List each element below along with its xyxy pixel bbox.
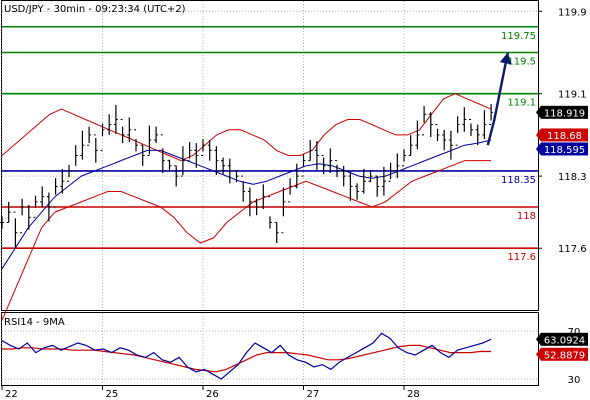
x-tick-4: 28 — [407, 389, 420, 400]
price-y-tick-labels: 119.9 119.1 118.3 117.6 — [538, 7, 587, 255]
support-resistance-levels: 119.75 119.5 119.1 118.35 118 117.6 — [2, 25, 538, 263]
price-badge-1-bg — [541, 128, 588, 142]
x-tick-3: 27 — [307, 389, 320, 400]
level-label-2: 119.1 — [507, 98, 536, 109]
rsi-badge-1-pointer — [536, 347, 541, 361]
level-label-0: 119.75 — [501, 31, 536, 42]
bollinger-lower-line — [1, 160, 492, 321]
price-badge-1: 118.68 — [547, 131, 582, 142]
x-tick-0: 22 — [5, 389, 18, 400]
rsi-ma-line — [2, 344, 492, 373]
level-label-4: 118 — [517, 211, 536, 222]
rsi-y-tick-labels: 70 30 — [568, 327, 581, 386]
bollinger-upper-line — [1, 93, 492, 162]
chart-title: USD/JPY - 30min - 09:23:34 (UTC+2) — [4, 4, 186, 15]
price-badge-0-bg — [541, 105, 588, 119]
price-y-tick-0: 119.9 — [558, 7, 587, 18]
rsi-badge-1: 52.8879 — [544, 350, 585, 361]
x-tick-1: 25 — [106, 389, 119, 400]
price-badge-0-pointer — [536, 105, 541, 119]
level-label-5: 117.6 — [507, 252, 536, 263]
price-badge-1-pointer — [536, 128, 541, 142]
rsi-badge-0: 63.0924 — [544, 335, 585, 346]
x-tick-labels: 22 25 26 27 28 — [1, 385, 420, 400]
rsi-panel-label: RSI14 - 9MA — [4, 317, 65, 328]
rsi-line — [1, 332, 492, 380]
price-y-tick-2: 118.3 — [558, 172, 587, 183]
forecast-arrow-group — [486, 52, 512, 146]
price-y-tick-1: 119.1 — [558, 90, 587, 101]
forecast-arrow-line — [486, 52, 509, 146]
rsi-series-group — [1, 332, 492, 380]
price-badge-2-bg — [541, 142, 588, 156]
level-label-3: 118.35 — [501, 175, 536, 186]
rsi-badge-1-bg — [541, 347, 588, 361]
forecast-arrow-head — [499, 52, 512, 65]
rsi-panel-frame — [1, 312, 539, 386]
rsi-y-tick-0: 70 — [568, 327, 581, 338]
price-y-tick-3: 117.6 — [558, 244, 587, 255]
price-badge-0: 118.919 — [544, 108, 585, 119]
price-badge-2: 118.595 — [544, 145, 585, 156]
value-badges: 118.919 118.68 118.595 63.0924 52.8879 — [536, 105, 588, 361]
rsi-y-tick-1: 30 — [568, 375, 581, 386]
price-series-group — [0, 93, 494, 321]
rsi-badge-0-bg — [541, 332, 588, 346]
rsi-badge-0-pointer — [536, 332, 541, 346]
level-label-1: 119.5 — [507, 57, 536, 68]
x-tick-2: 26 — [206, 389, 219, 400]
moving-average-line — [1, 139, 492, 270]
price-badge-2-pointer — [536, 142, 541, 156]
